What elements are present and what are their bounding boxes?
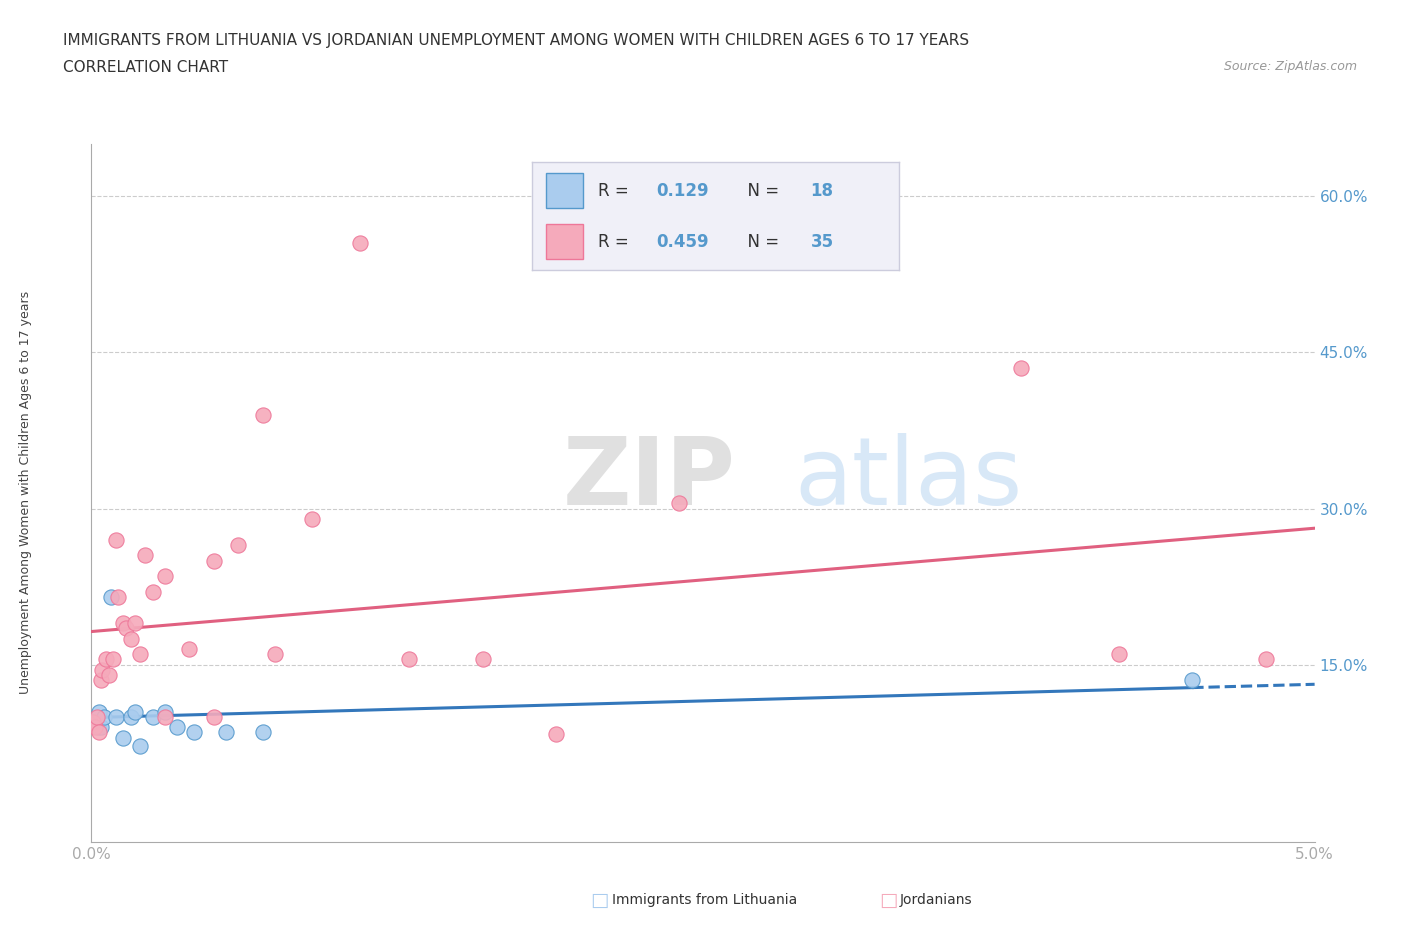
Point [97, 668, 120, 683]
Point [84, 720, 107, 735]
Text: Unemployment Among Women with Children Ages 6 to 17 years: Unemployment Among Women with Children A… [18, 291, 32, 695]
Point [112, 730, 135, 745]
Text: N =: N = [737, 181, 785, 200]
Point [134, 548, 156, 563]
Point [226, 538, 249, 552]
Point [398, 652, 420, 667]
Text: Immigrants from Lithuania: Immigrants from Lithuania [612, 893, 797, 908]
Point [82, 714, 104, 729]
Point [183, 724, 205, 739]
Point [93, 710, 115, 724]
Text: IMMIGRANTS FROM LITHUANIA VS JORDANIAN UNEMPLOYMENT AMONG WOMEN WITH CHILDREN AG: IMMIGRANTS FROM LITHUANIA VS JORDANIAN U… [63, 33, 969, 47]
Point [84, 714, 107, 729]
Point [301, 512, 323, 526]
Text: □: □ [591, 891, 609, 910]
Text: N =: N = [737, 232, 785, 250]
Point [153, 569, 176, 584]
Text: Source: ZipAtlas.com: Source: ZipAtlas.com [1223, 60, 1357, 73]
Point [1010, 361, 1032, 376]
FancyBboxPatch shape [547, 174, 583, 208]
Point [1181, 672, 1204, 687]
Point [114, 621, 136, 636]
Text: ZIP: ZIP [562, 433, 735, 525]
Point [91, 662, 114, 677]
Point [166, 720, 188, 735]
Point [153, 710, 176, 724]
Point [264, 647, 287, 662]
Point [202, 710, 225, 724]
Text: atlas: atlas [794, 433, 1024, 525]
Text: CORRELATION CHART: CORRELATION CHART [63, 60, 228, 75]
Point [100, 590, 122, 604]
Point [252, 724, 274, 739]
Point [124, 704, 146, 719]
Point [215, 724, 238, 739]
Point [179, 642, 201, 657]
Point [94, 652, 117, 667]
Point [87, 724, 110, 739]
Point [124, 616, 146, 631]
Point [104, 532, 127, 547]
Text: 35: 35 [811, 232, 834, 250]
Text: 0.129: 0.129 [657, 181, 709, 200]
Point [120, 631, 142, 646]
Point [90, 672, 112, 687]
Text: 0.459: 0.459 [657, 232, 709, 250]
Point [86, 710, 108, 724]
Point [86, 720, 108, 735]
Text: R =: R = [598, 181, 634, 200]
Point [104, 710, 127, 724]
Text: R =: R = [598, 232, 634, 250]
Point [87, 704, 110, 719]
Point [471, 652, 494, 667]
Point [129, 647, 152, 662]
Text: Jordanians: Jordanians [900, 893, 973, 908]
Point [90, 720, 112, 735]
Point [112, 616, 135, 631]
Text: 18: 18 [811, 181, 834, 200]
Point [349, 235, 371, 250]
Point [252, 407, 274, 422]
Point [546, 727, 568, 742]
Point [202, 553, 225, 568]
Point [668, 496, 690, 511]
Point [1254, 652, 1277, 667]
Point [129, 738, 152, 753]
Point [103, 652, 125, 667]
Point [107, 590, 129, 604]
Point [141, 710, 163, 724]
Point [141, 584, 163, 599]
FancyBboxPatch shape [547, 224, 583, 259]
Point [120, 710, 142, 724]
Text: □: □ [879, 891, 897, 910]
Point [153, 704, 176, 719]
Point [1108, 647, 1130, 662]
